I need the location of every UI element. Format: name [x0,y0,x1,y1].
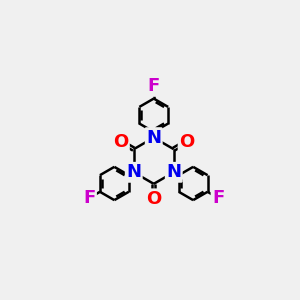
Text: F: F [212,189,224,207]
Text: O: O [146,190,161,208]
Text: N: N [126,163,141,181]
Text: F: F [83,189,95,207]
Text: O: O [113,133,128,151]
Text: N: N [166,163,181,181]
Text: O: O [179,133,194,151]
Text: N: N [146,129,161,147]
Text: F: F [148,77,160,95]
